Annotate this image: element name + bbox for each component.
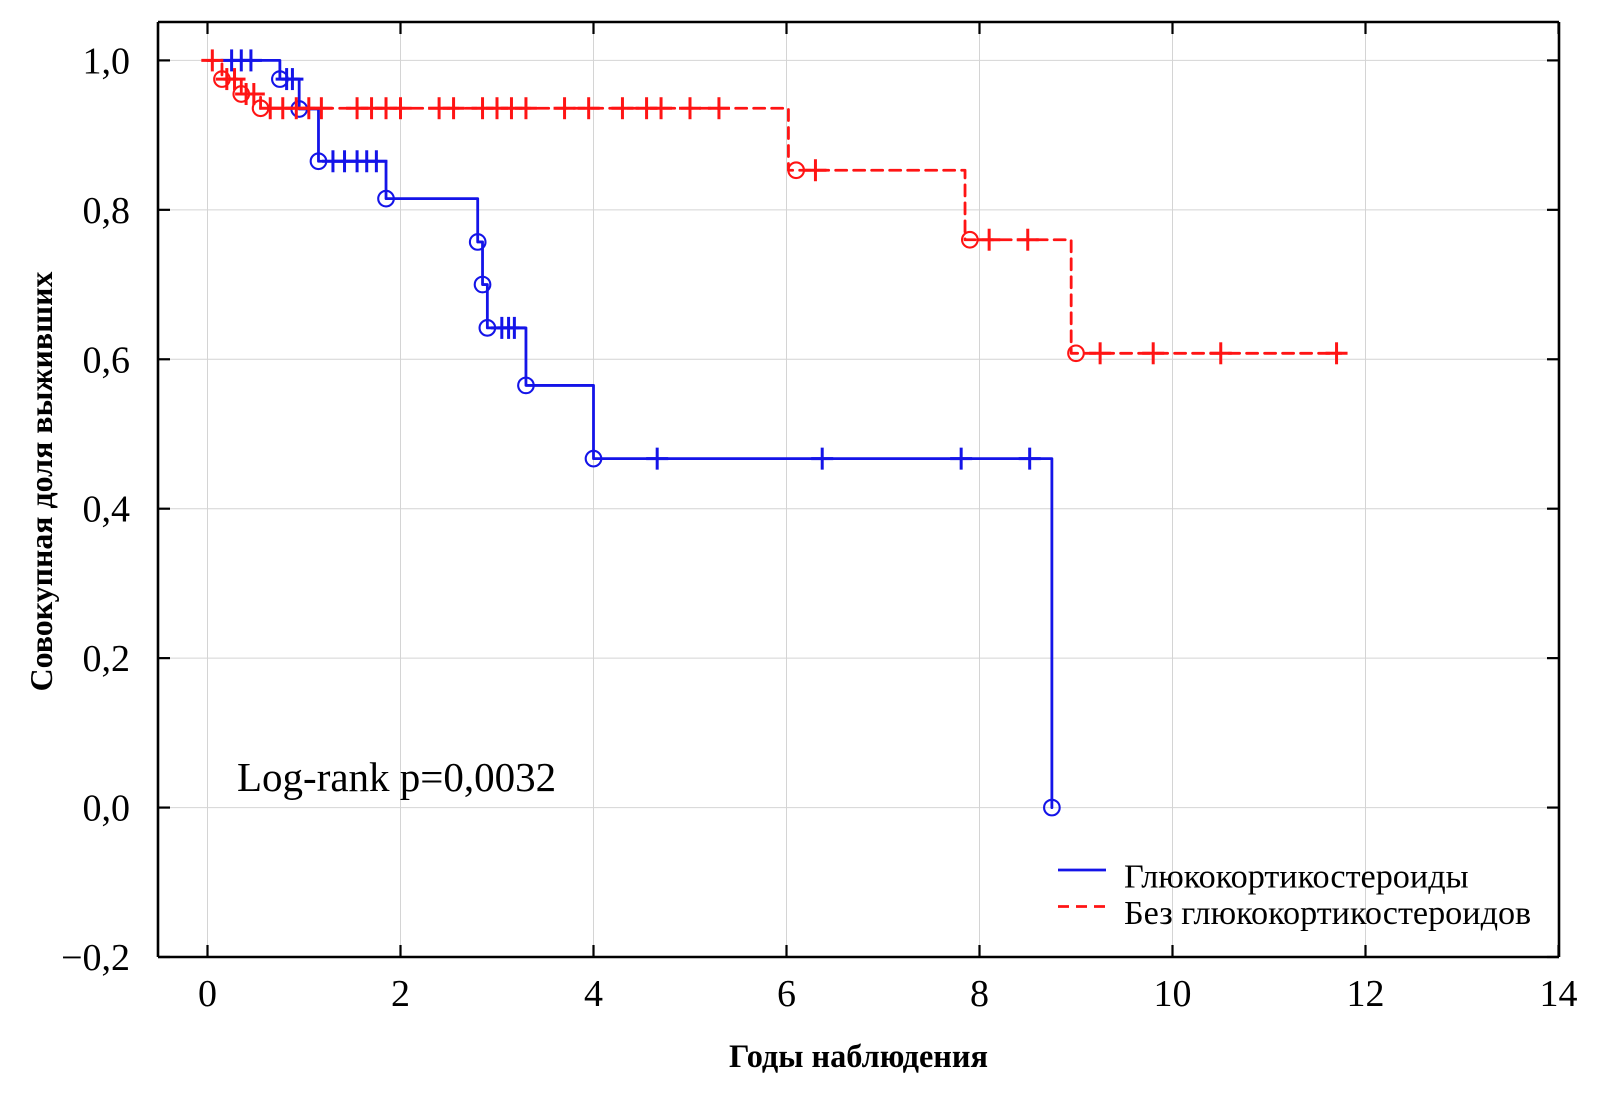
svg-text:8: 8 xyxy=(970,973,989,1015)
svg-text:0,8: 0,8 xyxy=(83,190,131,232)
svg-text:14: 14 xyxy=(1540,973,1578,1015)
svg-text:0,6: 0,6 xyxy=(83,339,131,381)
svg-text:−0,2: −0,2 xyxy=(61,937,130,979)
svg-text:Годы наблюдения: Годы наблюдения xyxy=(729,1038,988,1074)
svg-text:10: 10 xyxy=(1154,973,1192,1015)
svg-text:0,4: 0,4 xyxy=(83,489,131,531)
svg-text:Глюкокортикостероиды: Глюкокортикостероиды xyxy=(1124,859,1469,896)
svg-text:1,0: 1,0 xyxy=(83,40,131,82)
svg-text:Совокупная доля выживших: Совокупная доля выживших xyxy=(24,272,59,692)
svg-text:0,0: 0,0 xyxy=(83,788,131,830)
svg-text:0,2: 0,2 xyxy=(83,638,131,680)
svg-text:4: 4 xyxy=(584,973,603,1015)
svg-text:6: 6 xyxy=(777,973,796,1015)
svg-text:12: 12 xyxy=(1347,973,1385,1015)
svg-text:0: 0 xyxy=(198,973,217,1015)
svg-text:Без глюкокортикостероидов: Без глюкокортикостероидов xyxy=(1124,895,1531,932)
svg-text:2: 2 xyxy=(391,973,410,1015)
svg-text:Log-rank p=0,0032: Log-rank p=0,0032 xyxy=(237,754,556,800)
